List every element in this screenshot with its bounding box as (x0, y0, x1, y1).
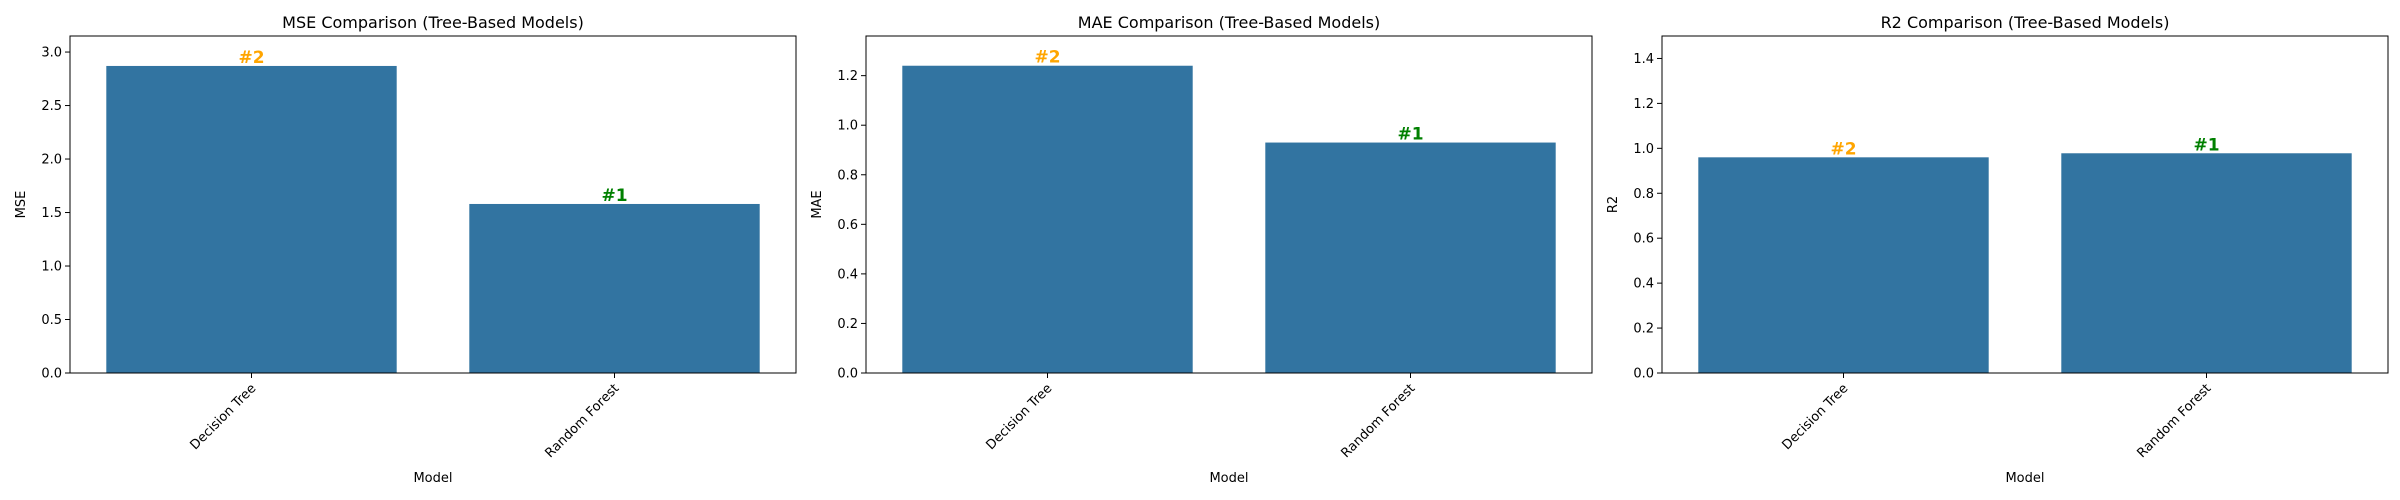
y-axis-label: R2 (1606, 196, 1621, 213)
y-tick-label: 1.0 (41, 260, 62, 275)
y-tick-label: 0.0 (41, 367, 62, 382)
y-tick-label: 0.4 (837, 267, 858, 282)
chart-title: MAE Comparison (Tree-Based Models) (1078, 13, 1380, 32)
rank-label: #1 (601, 186, 627, 206)
chart-panel-3: R2 Comparison (Tree-Based Models) #2 Decis… (1606, 13, 2389, 486)
x-tick-label: Decision Tree (1780, 381, 1852, 453)
y-tick-label: 0.6 (837, 218, 858, 233)
rank-label: #1 (2193, 135, 2219, 155)
y-tick-label: 1.0 (837, 119, 858, 134)
plot-frame (69, 35, 797, 374)
y-tick-label: 1.2 (837, 69, 858, 84)
y-tick-label: 0.0 (837, 367, 858, 382)
bar-decision-tree (106, 65, 397, 373)
y-tick-label: 1.5 (41, 206, 62, 221)
x-axis-label: Model (2005, 471, 2044, 486)
y-tick-label: 0.2 (1633, 322, 1654, 337)
y-tick-label: 0.8 (837, 168, 858, 183)
x-tick-label: Random Forest (2135, 381, 2215, 461)
y-tick-label: 0.4 (1633, 277, 1654, 292)
y-tick-label: 1.4 (1633, 52, 1654, 67)
y-tick-label: 2.5 (41, 99, 62, 114)
rank-label: #2 (1830, 139, 1856, 159)
y-tick-label: 0.8 (1633, 187, 1654, 202)
plot-frame (865, 35, 1593, 374)
y-tick-label: 1.0 (1633, 142, 1654, 157)
x-axis-label: Model (413, 471, 452, 486)
bar-random-forest (2061, 153, 2352, 373)
y-tick-label: 1.2 (1633, 97, 1654, 112)
chart-panel-2: MAE Comparison (Tree-Based Models) #2 Deci… (810, 13, 1593, 486)
x-tick-label: Random Forest (1339, 381, 1419, 461)
chart-panel-1: MSE Comparison (Tree-Based Models) #2 Deci… (14, 13, 797, 486)
y-axis-label: MAE (810, 190, 825, 218)
x-tick-label: Decision Tree (984, 381, 1056, 453)
x-axis-label: Model (1209, 471, 1248, 486)
chart-title: R2 Comparison (Tree-Based Models) (1881, 13, 2170, 32)
y-axis-label: MSE (14, 191, 29, 219)
bar-random-forest (469, 203, 760, 373)
y-tick-label: 0.2 (837, 317, 858, 332)
y-tick-label: 2.0 (41, 153, 62, 168)
plot-frame (1661, 35, 2389, 374)
rank-label: #2 (1034, 48, 1060, 68)
x-tick-label: Random Forest (543, 381, 623, 461)
rank-label: #1 (1397, 125, 1423, 145)
chart-title: MSE Comparison (Tree-Based Models) (282, 13, 584, 32)
bar-decision-tree (902, 65, 1193, 373)
y-tick-label: 3.0 (41, 46, 62, 61)
bar-random-forest (1265, 142, 1556, 373)
rank-label: #2 (238, 48, 264, 68)
y-tick-label: 0.0 (1633, 367, 1654, 382)
y-tick-label: 0.5 (41, 313, 62, 328)
x-tick-label: Decision Tree (188, 381, 260, 453)
bar-decision-tree (1698, 157, 1989, 373)
y-tick-label: 0.6 (1633, 232, 1654, 247)
